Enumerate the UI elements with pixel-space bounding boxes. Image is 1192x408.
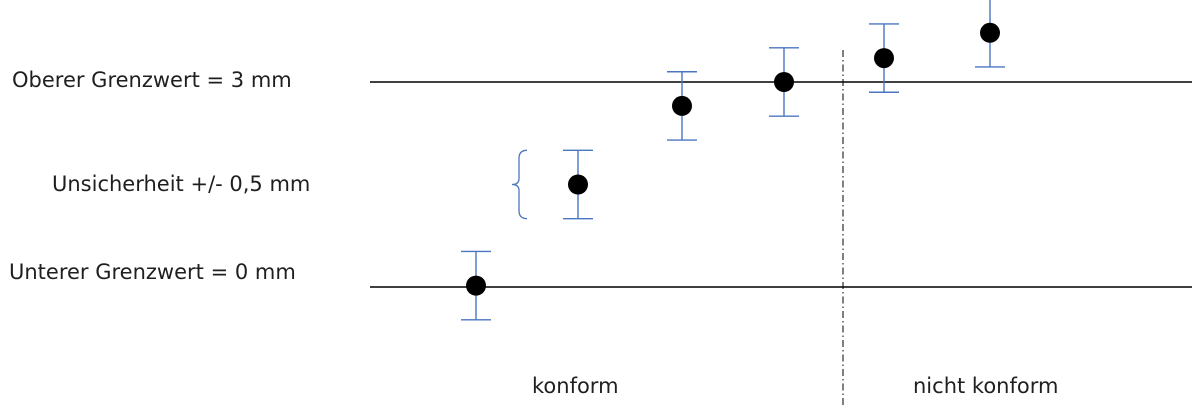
lower-limit-label: Unterer Grenzwert = 0 mm	[9, 260, 296, 284]
conform-zone-label: konform	[532, 374, 619, 398]
non-conform-zone-label: nicht konform	[913, 374, 1059, 398]
measurements-group	[461, 0, 1005, 321]
measurement-point	[874, 48, 894, 69]
measurement-point	[466, 275, 486, 296]
measurement-point	[774, 72, 794, 92]
measurement-point	[672, 95, 692, 116]
uncertainty-brace-icon	[511, 149, 528, 220]
measurement-point	[568, 174, 588, 195]
uncertainty-label: Unsicherheit +/- 0,5 mm	[52, 172, 311, 196]
measurement-point	[980, 22, 1000, 43]
upper-limit-label: Oberer Grenzwert = 3 mm	[12, 68, 292, 92]
